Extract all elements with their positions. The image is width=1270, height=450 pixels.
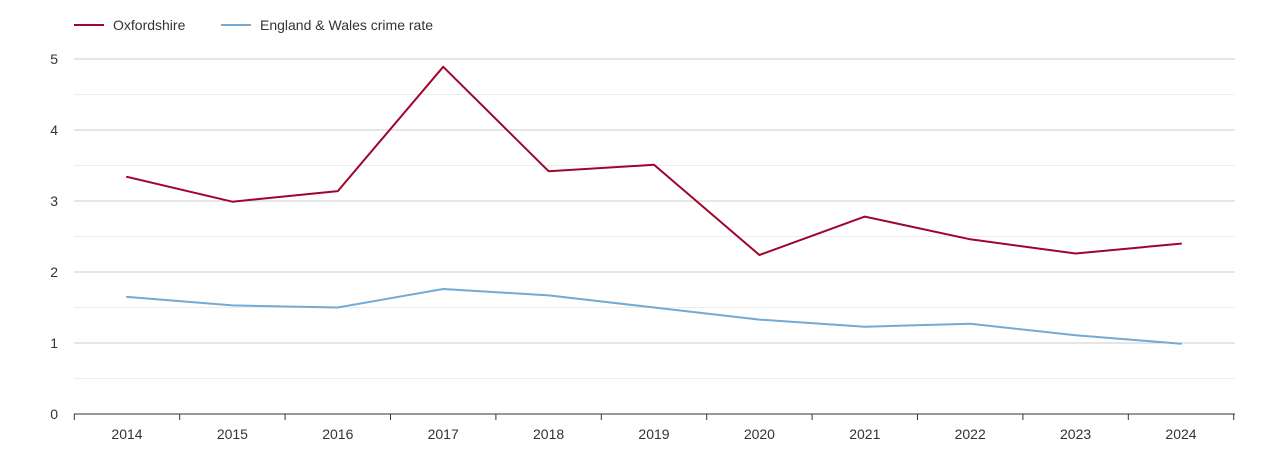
series-lines (126, 65, 1182, 345)
x-tick-label: 2020 (744, 426, 775, 442)
legend-label: Oxfordshire (113, 17, 186, 33)
x-tick-label: 2024 (1165, 426, 1196, 442)
x-tick-label: 2022 (955, 426, 986, 442)
x-tick-label: 2014 (111, 426, 142, 442)
y-tick-label: 2 (50, 264, 58, 280)
y-tick-label: 0 (50, 406, 58, 422)
x-tick-label: 2018 (533, 426, 564, 442)
y-tick-label: 3 (50, 193, 58, 209)
gridlines (74, 58, 1235, 379)
x-tick-label: 2017 (428, 426, 459, 442)
x-tick-label: 2016 (322, 426, 353, 442)
y-axis-ticks: 0 1 2 3 4 5 (50, 51, 58, 422)
y-tick-label: 1 (50, 335, 58, 351)
y-tick-label: 5 (50, 51, 58, 67)
x-tick-label: 2023 (1060, 426, 1091, 442)
series-line-england-wales (126, 288, 1182, 345)
x-tick-label: 2015 (217, 426, 248, 442)
legend-item: Oxfordshire (74, 17, 186, 33)
x-tick-label: 2021 (849, 426, 880, 442)
y-tick-label: 4 (50, 122, 58, 138)
series-line-oxfordshire (126, 65, 1182, 256)
legend: Oxfordshire England & Wales crime rate (74, 17, 433, 33)
x-tick-label: 2019 (638, 426, 669, 442)
legend-label: England & Wales crime rate (260, 17, 433, 33)
legend-item: England & Wales crime rate (221, 17, 433, 33)
x-axis: 2014 2015 2016 2017 2018 2019 2020 2021 2022 2023… (73, 413, 1235, 442)
